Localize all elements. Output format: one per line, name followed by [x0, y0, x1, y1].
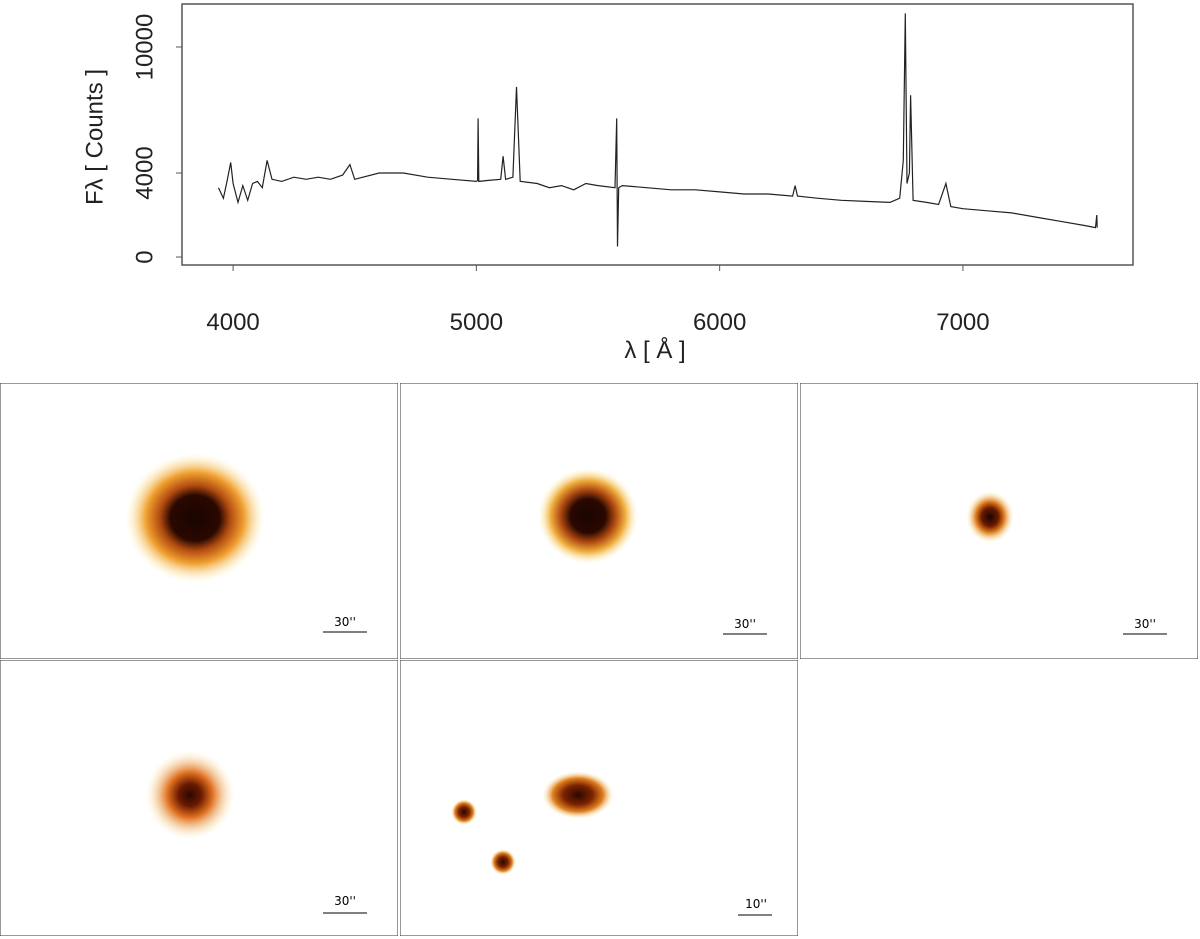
y-axis-label: Fλ [ Counts ]	[81, 69, 108, 205]
image-panel: 30''	[0, 660, 398, 936]
image: 30''	[400, 383, 798, 659]
scale-label: 30''	[334, 894, 356, 908]
scale-label: 10''	[745, 897, 767, 911]
chart: λ [ Å ] Fλ [ Counts ] 0 4000 10000 4000 5000…	[81, 3, 1134, 364]
image-panel: 10''	[400, 660, 798, 936]
x-tick-label: 7000	[936, 309, 989, 336]
spectrum-line	[217, 13, 1098, 247]
image-panel: 30''	[400, 383, 798, 659]
plot-frame	[181, 3, 1134, 266]
image-panel: 30''	[800, 383, 1198, 659]
image: 10''	[400, 660, 798, 936]
x-tick-label: 4000	[206, 309, 259, 336]
x-axis-label: λ [ Å ]	[624, 336, 685, 364]
image: 30''	[0, 660, 398, 936]
image: 30''	[800, 383, 1198, 659]
scale-label: 30''	[334, 615, 356, 629]
scale-label: 30''	[1134, 617, 1156, 631]
scale-label: 30''	[734, 617, 756, 631]
image: 30''	[0, 383, 398, 659]
y-tick-label: 10000	[131, 14, 158, 81]
x-tick-label: 5000	[450, 309, 503, 336]
y-tick-label: 4000	[131, 146, 158, 199]
image-panel: 30''	[0, 383, 398, 659]
y-tick-label: 0	[131, 250, 158, 263]
x-tick-label: 6000	[693, 309, 746, 336]
